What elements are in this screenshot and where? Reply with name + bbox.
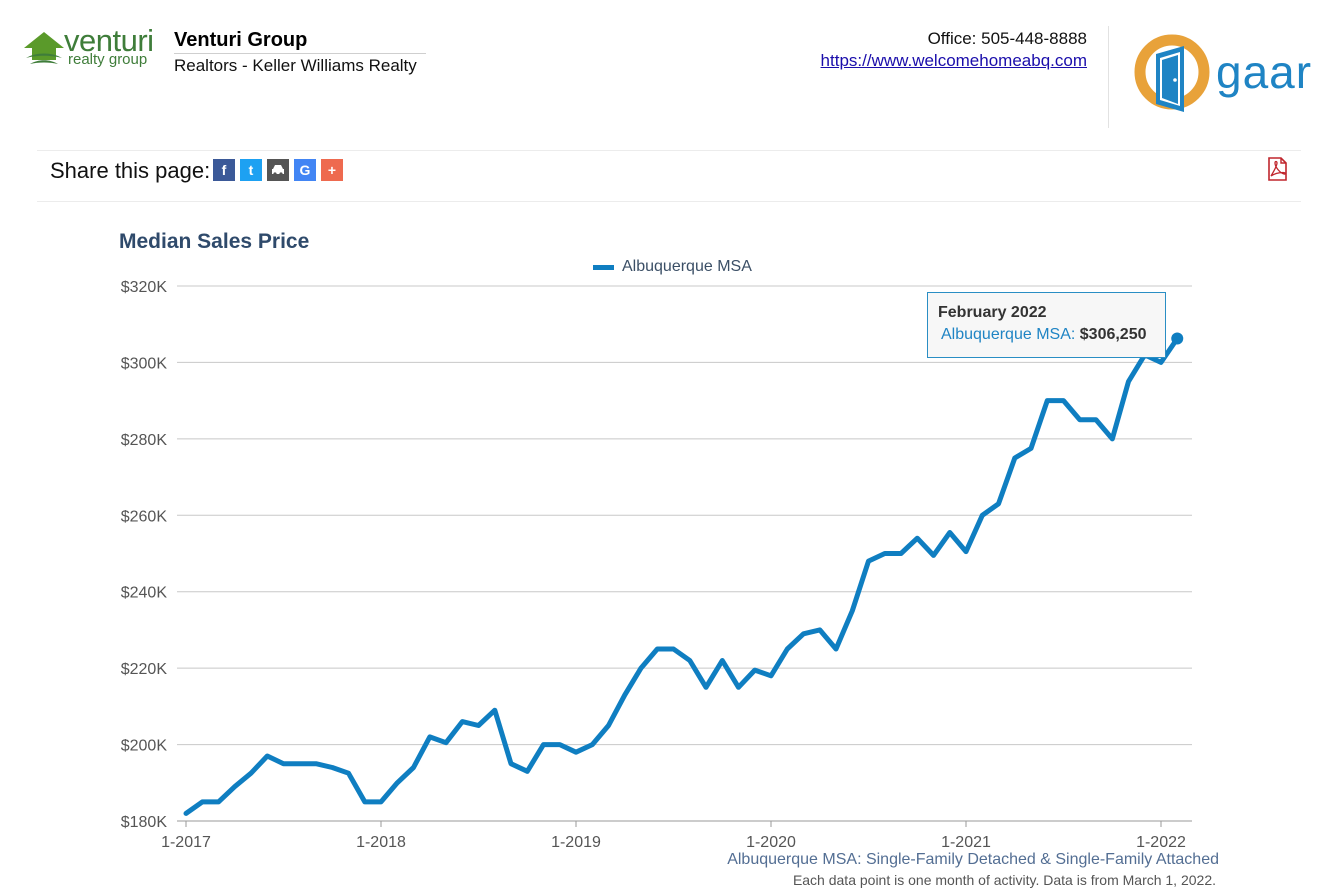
share-label: Share this page: <box>50 158 211 183</box>
y-tick-label: $240K <box>121 585 168 602</box>
car-icon[interactable] <box>267 159 289 181</box>
tooltip-value: $306,250 <box>1079 326 1147 343</box>
gaar-logo-word: gaar <box>1216 46 1313 98</box>
x-tick-label: 1-2020 <box>746 834 796 851</box>
x-tick-label: 1-2017 <box>161 834 211 851</box>
page-header: venturi realty group Venturi Group Realt… <box>0 0 1323 140</box>
tooltip-title: February 2022 <box>938 304 1047 321</box>
x-tick-label: 1-2019 <box>551 834 601 851</box>
facebook-icon[interactable]: f <box>213 159 235 181</box>
share-icons: f t G + <box>213 159 343 181</box>
google-icon[interactable]: G <box>294 159 316 181</box>
office-contact: Office: 505-448-8888 https://www.welcome… <box>821 28 1087 72</box>
tooltip-line: Albuquerque MSA: $306,250 <box>941 326 1147 344</box>
header-divider <box>1108 26 1109 128</box>
agent-divider <box>174 53 426 54</box>
legend-label: Albuquerque MSA <box>622 258 752 275</box>
gaar-logo[interactable]: gaar <box>1134 34 1314 120</box>
logo-subtitle: realty group <box>68 51 148 68</box>
x-tick-label: 1-2022 <box>1136 834 1186 851</box>
x-tick-label: 1-2021 <box>941 834 991 851</box>
pdf-icon[interactable] <box>1266 157 1288 181</box>
office-website-link[interactable]: https://www.welcomehomeabq.com <box>820 51 1087 70</box>
chart-footnote-source: Each data point is one month of activity… <box>792 872 1216 888</box>
x-tick-label: 1-2018 <box>356 834 406 851</box>
venturi-house-icon <box>24 32 64 64</box>
twitter-icon[interactable]: t <box>240 159 262 181</box>
chart-tooltip: February 2022 Albuquerque MSA: $306,250 <box>927 292 1166 358</box>
plus-icon[interactable]: + <box>321 159 343 181</box>
chart-title: Median Sales Price <box>119 230 310 253</box>
agent-name: Venturi Group <box>174 29 308 51</box>
y-tick-label: $200K <box>121 738 168 755</box>
office-phone: Office: 505-448-8888 <box>927 29 1087 48</box>
venturi-logo[interactable]: venturi realty group <box>22 23 167 72</box>
logo-word: venturi <box>64 23 154 58</box>
legend-swatch <box>593 264 614 270</box>
series-line-albuquerque-msa <box>183 336 1180 816</box>
chart-footnote-series: Albuquerque MSA: Single-Family Detached … <box>727 851 1219 868</box>
y-tick-label: $280K <box>121 432 168 449</box>
tooltip-series-label: Albuquerque MSA: <box>941 326 1076 343</box>
y-tick-label: $180K <box>121 814 168 831</box>
highlighted-data-point <box>1171 332 1184 345</box>
gaar-door-icon <box>1134 34 1210 112</box>
share-bar: Share this page: f t G + <box>37 150 1301 202</box>
y-tick-label: $220K <box>121 661 168 678</box>
chart-legend[interactable]: Albuquerque MSA <box>593 257 752 277</box>
y-tick-label: $320K <box>121 279 168 296</box>
agent-company: Realtors - Keller Williams Realty <box>174 56 417 75</box>
agent-info: Venturi Group Realtors - Keller Williams… <box>174 28 426 76</box>
y-tick-label: $260K <box>121 508 168 525</box>
y-tick-label: $300K <box>121 355 168 372</box>
